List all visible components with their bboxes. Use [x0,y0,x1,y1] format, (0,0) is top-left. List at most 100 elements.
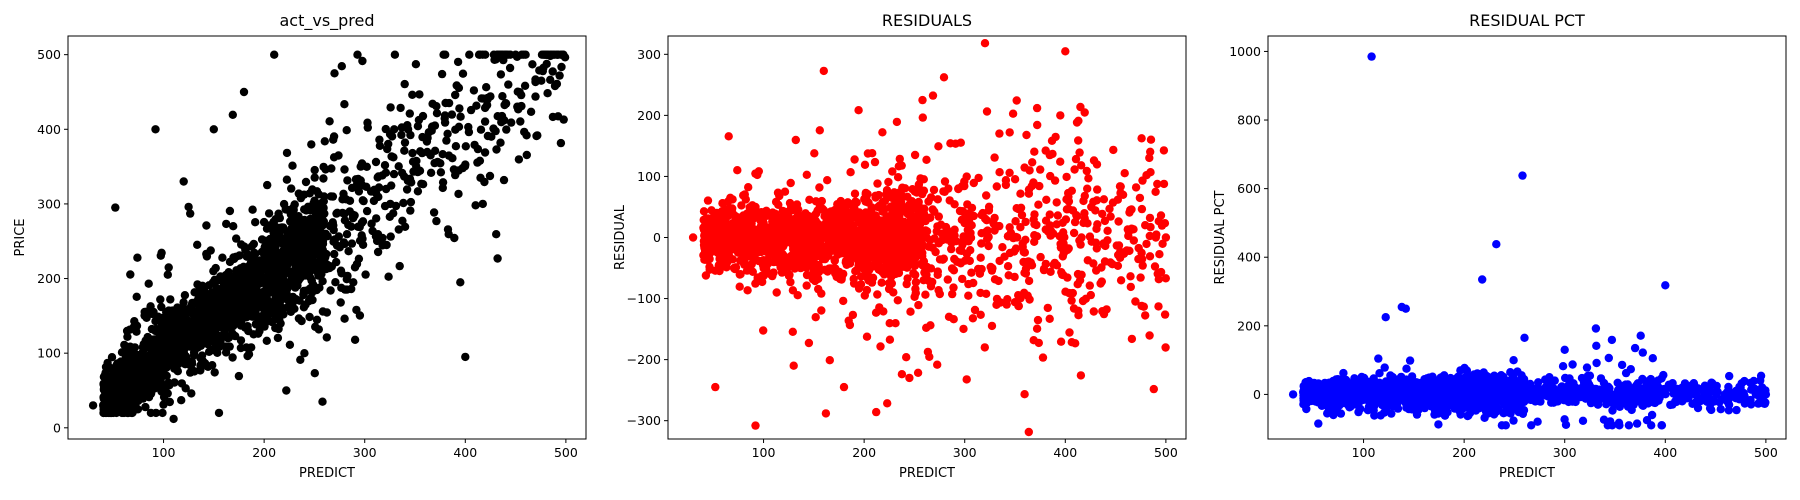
data-point [820,229,829,239]
data-point [141,402,150,412]
data-point [911,278,921,287]
data-point [318,307,328,316]
data-point [214,408,224,418]
data-point [177,334,186,343]
data-point [464,127,474,137]
data-point [146,387,155,396]
data-point [995,129,1004,138]
data-point [300,225,309,234]
data-point [897,370,907,379]
data-point [485,171,495,181]
data-point [329,132,339,141]
data-point [733,166,742,175]
data-point [263,304,272,313]
data-point [788,286,798,295]
y-tick-label: 100 [37,346,61,361]
data-point [765,269,775,279]
data-point [451,125,460,134]
data-point [830,228,840,237]
data-point [1113,261,1123,270]
data-point [1021,269,1031,278]
data-point [1135,193,1145,203]
data-point [208,361,217,370]
data-point [386,103,395,112]
data-point [890,263,899,272]
data-point [264,296,273,305]
data-point [825,356,834,365]
data-point [1041,146,1050,155]
data-point [1160,219,1170,228]
data-point [223,334,233,343]
data-point [389,209,398,218]
data-point [296,193,306,203]
data-point [317,218,326,227]
data-point [543,89,552,98]
data-point [218,253,227,262]
data-point [894,199,903,209]
data-point [1071,154,1081,164]
data-point [124,370,133,379]
data-point [779,242,788,251]
data-point [386,199,395,209]
data-point [461,352,470,362]
data-point [428,99,437,109]
y-tick-label: 0 [653,230,661,245]
data-point [919,175,928,184]
data-point [1068,288,1078,298]
data-point [408,90,417,100]
data-point [1019,247,1028,257]
data-point [868,149,877,158]
data-point [262,336,271,345]
data-point [1019,288,1029,297]
data-point [521,50,530,59]
data-point [1146,168,1155,177]
data-point [1096,279,1105,288]
data-point [128,382,137,391]
data-point [375,141,385,150]
data-point [1030,147,1039,156]
data-point [372,214,381,223]
data-point [735,282,744,291]
data-point [902,353,911,362]
data-point [150,356,159,366]
data-point [763,255,772,264]
data-point [309,202,318,212]
data-point [724,132,733,141]
data-point [406,197,416,207]
data-point [903,192,912,201]
data-point [963,200,972,209]
data-point [810,149,819,158]
data-point [990,226,999,235]
data-point [88,401,98,410]
data-point [967,268,976,277]
data-point [112,386,121,395]
data-point [870,157,880,167]
y-tick-label: 400 [37,122,61,137]
data-point [159,366,168,375]
data-point [318,397,327,406]
data-point [982,191,991,200]
data-point [190,367,199,376]
data-point [273,333,283,343]
data-point [884,269,894,279]
data-point [293,214,302,224]
data-point [1056,337,1066,346]
data-point [189,299,198,309]
data-point [1080,191,1090,201]
data-point [441,50,450,59]
data-point [228,110,237,120]
data-point [305,312,314,322]
data-point [480,177,489,187]
data-point [208,301,217,310]
x-axis-label: PREDICT [299,466,355,481]
data-point [1069,228,1079,238]
data-point [849,274,858,284]
data-point [339,238,349,247]
data-point [492,230,501,239]
data-point [842,260,851,269]
data-point [169,355,178,365]
data-point [125,342,135,351]
data-point [330,249,339,259]
data-point [998,243,1007,252]
data-point [166,295,175,304]
